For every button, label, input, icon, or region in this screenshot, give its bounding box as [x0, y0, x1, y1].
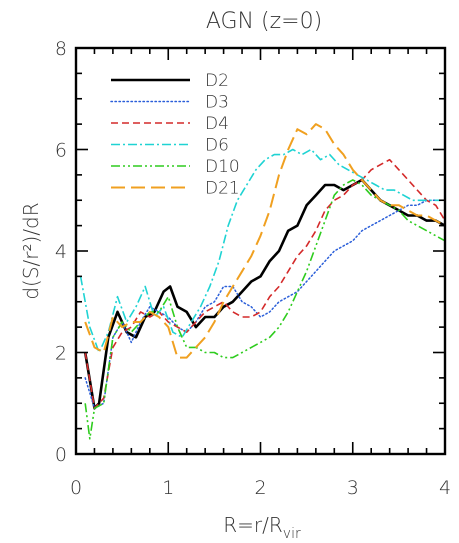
- series-line-d4: [84, 158, 446, 410]
- x-tick-label: 1: [162, 477, 174, 499]
- x-tick-label: 4: [439, 477, 451, 499]
- x-tick-label: 0: [70, 477, 82, 499]
- series-line-d6: [79, 148, 441, 354]
- series-line-d21: [84, 123, 446, 359]
- y-tick-label: 6: [55, 140, 67, 162]
- legend-label-d4: D4: [205, 114, 229, 134]
- x-tick-label: 2: [254, 477, 266, 499]
- chart-title: AGN (z=0): [206, 9, 322, 34]
- y-tick-label: 8: [55, 38, 67, 60]
- legend-label-d10: D10: [205, 157, 240, 177]
- legend-label-d2: D2: [205, 71, 229, 91]
- x-axis-title-subscript: vir: [283, 526, 301, 542]
- series-layer: [79, 123, 446, 440]
- legend-label-d6: D6: [205, 136, 229, 156]
- legend-label-d21: D21: [205, 179, 240, 199]
- series-line-d2: [83, 178, 446, 410]
- y-tick-label: 0: [55, 444, 67, 466]
- x-axis-title-main: R=r/R: [223, 513, 283, 537]
- plot-frame: [74, 46, 447, 456]
- series-line-d3: [84, 199, 446, 410]
- legend-label-d3: D3: [205, 93, 229, 113]
- tick-label-layer: 0 1 2 3 4 0 2 4 6 8: [55, 38, 451, 499]
- tick-layer: [75, 47, 446, 455]
- x-tick-label: 3: [347, 477, 359, 499]
- series-line-d10: [84, 179, 446, 440]
- y-tick-label: 2: [55, 343, 67, 365]
- y-tick-label: 4: [55, 241, 67, 263]
- x-axis-title: R=r/Rvir: [223, 513, 301, 542]
- y-axis-title: d(S/r²)/dR: [19, 202, 43, 299]
